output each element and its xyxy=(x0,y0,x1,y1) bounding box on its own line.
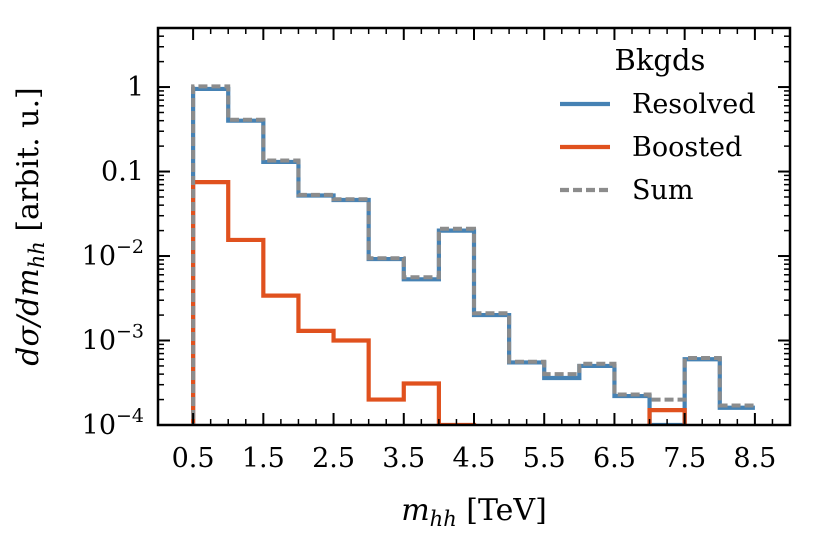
legend-label-sum: Sum xyxy=(632,175,694,206)
series-line-boosted xyxy=(191,179,687,425)
x-tick-label: 6.5 xyxy=(593,443,636,474)
legend-label-boosted: Boosted xyxy=(632,132,742,163)
x-tick-label: 5.5 xyxy=(523,443,566,474)
series-line-sum xyxy=(191,84,755,425)
x-tick-label: 4.5 xyxy=(453,443,496,474)
legend: Bkgds Resolved Boosted Sum xyxy=(560,43,756,206)
x-tick-label: 3.5 xyxy=(382,443,425,474)
series-layer xyxy=(191,84,755,425)
x-tick-label: 0.5 xyxy=(172,443,215,474)
x-tick-label: 2.5 xyxy=(312,443,355,474)
x-tick-label: 7.5 xyxy=(663,443,706,474)
x-axis-label: mhh [TeV] xyxy=(401,493,547,531)
plot-background xyxy=(158,28,790,425)
y-tick-label: 1 xyxy=(127,72,144,103)
x-tick-label: 8.5 xyxy=(733,443,776,474)
y-tick-label: 10−3 xyxy=(82,321,144,357)
x-tick-label: 1.5 xyxy=(242,443,285,474)
y-tick-label: 10−4 xyxy=(82,405,144,441)
plot-frame xyxy=(156,26,792,427)
y-tick-label: 0.1 xyxy=(101,157,144,188)
y-axis-label: dσ/dmhh [arbit. u.] xyxy=(11,87,49,365)
y-tick-label: 10−2 xyxy=(82,236,144,272)
legend-label-resolved: Resolved xyxy=(632,89,756,120)
label-layer: 0.5 1.5 2.5 3.5 4.5 5.5 6.5 7.5 8.5 1 0.1 10−2 10−3 1… xyxy=(11,72,776,531)
legend-title: Bkgds xyxy=(615,43,706,77)
